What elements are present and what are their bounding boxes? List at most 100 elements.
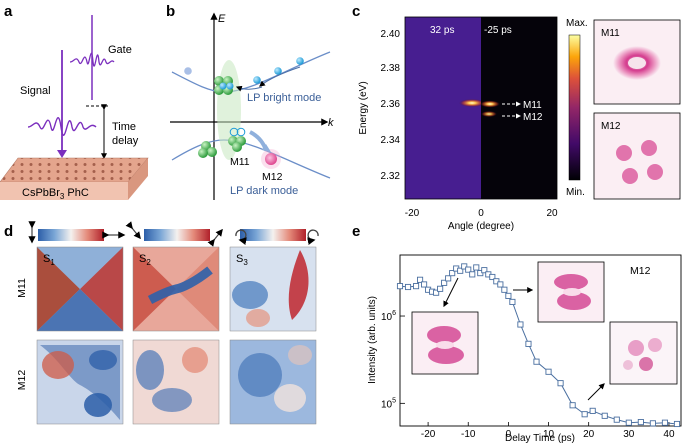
data-point <box>649 420 656 427</box>
stokes-colorbar-s1 <box>38 229 104 241</box>
stokes-label-s3: S3 <box>236 253 248 267</box>
ccw-pol-icon <box>235 229 247 245</box>
panel-letter-c: c <box>352 3 360 20</box>
data-point <box>497 281 504 288</box>
signal-pulse <box>27 117 97 136</box>
inset-late <box>609 321 678 385</box>
data-point <box>581 411 588 418</box>
empty-state <box>229 127 239 137</box>
colorbar-max: Max. <box>566 18 588 29</box>
stokes-map-m12-s3 <box>229 339 317 425</box>
data-point <box>525 340 532 347</box>
m12-ball <box>265 153 277 165</box>
data-point <box>441 279 448 286</box>
gate-pulse <box>69 52 115 67</box>
data-point <box>589 407 596 414</box>
inset-peak <box>537 261 605 323</box>
relax-arrow <box>259 66 301 87</box>
colorbar-min: Min. <box>566 187 585 198</box>
x-tick-label: 20 <box>583 429 595 440</box>
data-point <box>637 419 644 426</box>
x-axis-title: Delay Time (ps) <box>505 433 575 444</box>
inset-m12-label: M12 <box>601 121 621 132</box>
data-point <box>481 267 488 274</box>
angle-axis-title: Angle (degree) <box>448 221 514 232</box>
sample-label: CsPbBr3 PhC <box>22 187 89 201</box>
spectrum-left-noise <box>405 17 481 199</box>
energy-axis: 2.40 2.38 2.36 2.34 2.32 <box>381 29 401 182</box>
panel-letter-a: a <box>4 3 13 20</box>
dark-mode-label: LP dark mode <box>230 185 298 197</box>
spectrum-right <box>481 17 557 199</box>
x-axis-ticks: -20 -10 0 10 20 30 40 <box>421 422 675 440</box>
inset-early-arrow <box>443 277 459 308</box>
energy-axis-title: Energy (eV) <box>358 81 369 134</box>
data-point <box>613 416 620 423</box>
x-tick-label: 40 <box>663 429 675 440</box>
inset-m12 <box>593 112 681 200</box>
exciton-ball <box>207 147 217 157</box>
series-tag: M12 <box>630 265 651 277</box>
exciton-ball <box>232 142 242 152</box>
exciton-ball <box>198 148 208 158</box>
gate-label: Gate <box>108 44 132 56</box>
inset-early <box>411 311 479 375</box>
empty-state <box>236 127 246 137</box>
spectrum-left-peak <box>459 99 485 107</box>
y-tick-label: 2.32 <box>381 171 401 182</box>
x-tick-label: -20 <box>421 429 436 440</box>
data-point <box>433 289 440 296</box>
data-point <box>465 266 472 273</box>
x-tick-label: 10 <box>543 429 555 440</box>
sample-top <box>0 157 149 183</box>
stokes-map-m12-s1 <box>36 339 124 425</box>
row-label-m12: M12 <box>16 370 28 391</box>
inset-m12-lobe <box>616 145 632 161</box>
delay-label-1: Time <box>112 121 136 133</box>
data-point <box>445 275 452 282</box>
spectrum-right-peak-m12 <box>481 111 497 117</box>
data-point <box>493 278 500 285</box>
stokes-colorbar-s3 <box>240 229 306 241</box>
polariton-ball <box>219 82 227 90</box>
data-point <box>673 420 681 428</box>
polariton-ball-faded <box>184 67 192 75</box>
m11-spec-label: M11 <box>523 100 542 111</box>
panel-d: d M11 M12 S1 S2 <box>4 221 319 425</box>
signal-label: Signal <box>20 85 51 97</box>
time-left-label: 32 ps <box>430 25 454 36</box>
sample-side <box>128 158 148 200</box>
polariton-ball <box>296 57 304 65</box>
data-point <box>505 292 512 299</box>
data-point <box>509 298 516 305</box>
data-point <box>437 285 444 292</box>
spectrum-frame <box>404 16 558 200</box>
spectrum-left <box>405 17 481 199</box>
panel-letter-b: b <box>166 3 175 20</box>
data-point <box>501 286 508 293</box>
panel-letter-e: e <box>352 223 360 240</box>
data-point <box>404 283 412 291</box>
spectrum-right-peak-m11 <box>480 100 500 108</box>
stokes-map-m11-s3: S3 <box>229 246 317 332</box>
sample-front <box>0 182 128 200</box>
data-point <box>557 380 564 387</box>
data-point <box>469 271 476 278</box>
data-point <box>473 264 480 271</box>
panel-letter-d: d <box>4 223 13 240</box>
bright-mode-label: LP bright mode <box>247 92 321 104</box>
data-point <box>569 402 576 409</box>
data-point <box>457 267 464 274</box>
m12-spec-label: M12 <box>523 112 543 123</box>
axis-e-label: E <box>218 13 226 25</box>
polariton-ball <box>274 67 282 75</box>
stokes-map-m11-s2: S2 <box>132 246 220 332</box>
panel-b: b E k M11 M12 <box>166 3 334 200</box>
stokes-label-s2: S2 <box>139 253 151 267</box>
y-tick-label: 105 <box>381 397 396 410</box>
row-label-m11: M11 <box>16 278 28 298</box>
antidiagonal-pol-icon <box>207 228 223 247</box>
x-tick-label: -20 <box>405 208 420 219</box>
signal-arrowhead <box>57 150 67 158</box>
